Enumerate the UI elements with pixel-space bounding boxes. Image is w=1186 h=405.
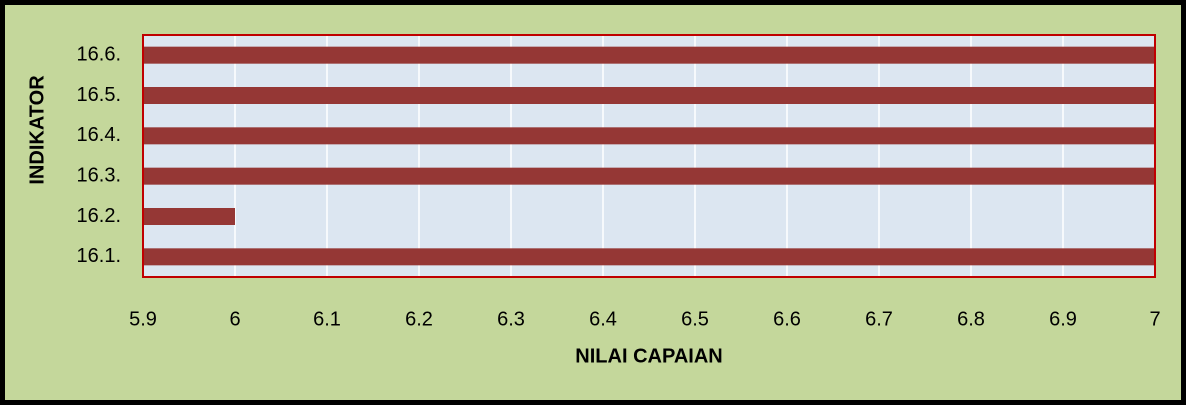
x-tick-label: 6.9 bbox=[1049, 308, 1077, 330]
y-tick-label: 16.1. bbox=[77, 245, 121, 267]
x-tick-label: 6.7 bbox=[865, 308, 893, 330]
bar bbox=[143, 248, 1155, 266]
x-tick-label: 6.8 bbox=[957, 308, 985, 330]
x-tick-label: 6.6 bbox=[773, 308, 801, 330]
x-tick-label: 7 bbox=[1149, 308, 1160, 330]
x-tick-label: 6 bbox=[229, 308, 240, 330]
y-tick-label: 16.2. bbox=[77, 205, 121, 227]
x-tick-label: 6.2 bbox=[405, 308, 433, 330]
x-tick-label: 6.4 bbox=[589, 308, 617, 330]
bar bbox=[143, 127, 1155, 145]
plot-border bbox=[142, 34, 1156, 278]
x-tick-label: 6.5 bbox=[681, 308, 709, 330]
bar bbox=[143, 46, 1155, 64]
y-tick-label: 16.5. bbox=[77, 84, 121, 106]
y-tick-label: 16.4. bbox=[77, 124, 121, 146]
bar bbox=[143, 87, 1155, 104]
bar bbox=[143, 208, 235, 225]
x-axis-title: NILAI CAPAIAN bbox=[575, 345, 722, 367]
x-tick-label: 6.3 bbox=[497, 308, 525, 330]
y-axis-title: INDIKATOR bbox=[26, 75, 48, 185]
x-tick-label: 6.1 bbox=[313, 308, 341, 330]
y-tick-label: 16.3. bbox=[77, 164, 121, 186]
y-tick-label: 16.6. bbox=[77, 43, 121, 65]
plot-area bbox=[143, 35, 1155, 277]
x-tick-label: 5.9 bbox=[129, 308, 157, 330]
bar bbox=[143, 167, 1155, 185]
